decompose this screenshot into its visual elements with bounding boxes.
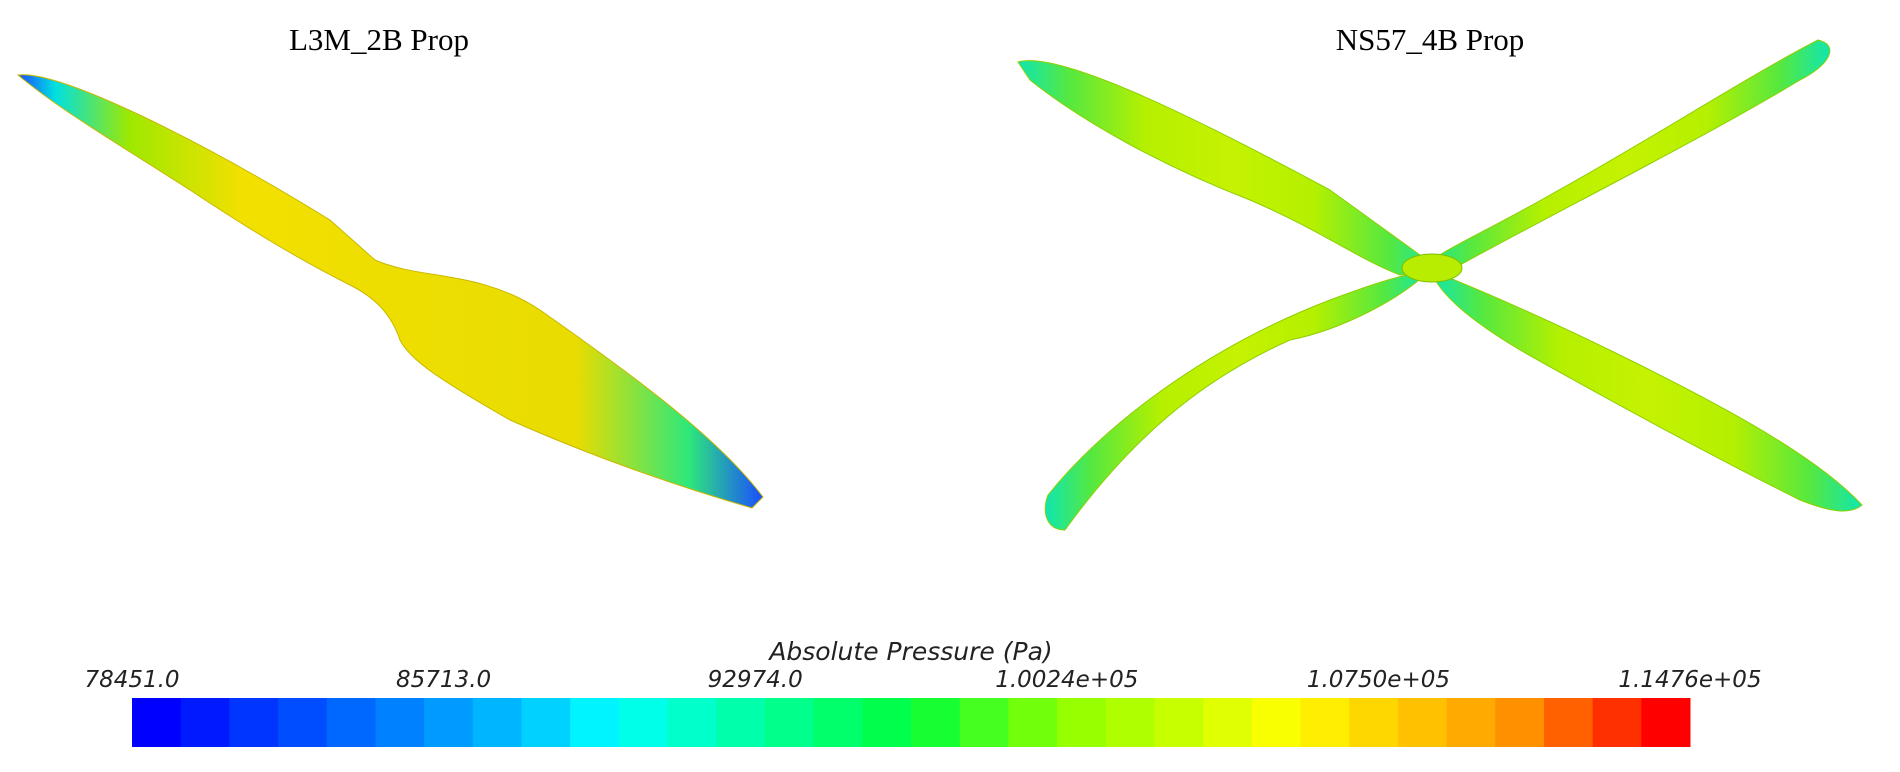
colorbar-segment xyxy=(1203,698,1253,747)
colorbar-segment xyxy=(1397,698,1448,747)
colorbar-segment xyxy=(1495,698,1545,747)
colorbar xyxy=(132,698,1691,747)
colorbar-tick-label: 78451.0 xyxy=(84,667,179,693)
colorbar-segment xyxy=(1592,698,1642,747)
colorbar-segment xyxy=(618,698,669,747)
propeller-4b xyxy=(1017,39,1863,531)
colorbar-segment xyxy=(1057,698,1107,747)
colorbar-segment xyxy=(375,698,425,747)
colorbar-segment xyxy=(132,698,182,747)
colorbar-title: Absolute Pressure (Pa) xyxy=(767,637,1052,666)
colorbar-segment xyxy=(764,698,815,747)
colorbar-segment xyxy=(278,698,328,747)
colorbar-segment xyxy=(959,698,1009,747)
colorbar-tick-label: 1.0024e+05 xyxy=(995,667,1138,693)
colorbar-segment xyxy=(862,698,912,747)
colorbar-segment xyxy=(716,698,766,747)
colorbar-segment xyxy=(1446,698,1496,747)
colorbar-segment xyxy=(1251,698,1301,747)
colorbar-tick-label: 92974.0 xyxy=(708,667,803,693)
colorbar-segment xyxy=(1154,698,1204,747)
colorbar-tick-label: 1.0750e+05 xyxy=(1307,667,1450,693)
colorbar-segment xyxy=(229,698,279,747)
colorbar-segment xyxy=(1543,698,1594,747)
colorbar-segment xyxy=(1641,698,1691,747)
colorbar-segment xyxy=(424,698,474,747)
colorbar-segment xyxy=(1105,698,1155,747)
propeller-2b xyxy=(16,74,764,509)
colorbar-segment xyxy=(667,698,717,747)
panel-title: NS57_4B Prop xyxy=(1336,22,1525,57)
colorbar-segment xyxy=(813,698,863,747)
colorbar-segment xyxy=(1300,698,1350,747)
colorbar-tick-label: 1.1476e+05 xyxy=(1618,667,1761,693)
colorbar-segment xyxy=(570,698,620,747)
colorbar-segment xyxy=(472,698,522,747)
colorbar-segment xyxy=(521,698,571,747)
colorbar-tick-label: 85713.0 xyxy=(396,667,491,693)
colorbar-segment xyxy=(180,698,230,747)
colorbar-segment xyxy=(1349,698,1399,747)
colorbar-segment xyxy=(911,698,961,747)
colorbar-segment xyxy=(326,698,376,747)
panel-title: L3M_2B Prop xyxy=(289,22,469,57)
colorbar-segment xyxy=(1008,698,1058,747)
